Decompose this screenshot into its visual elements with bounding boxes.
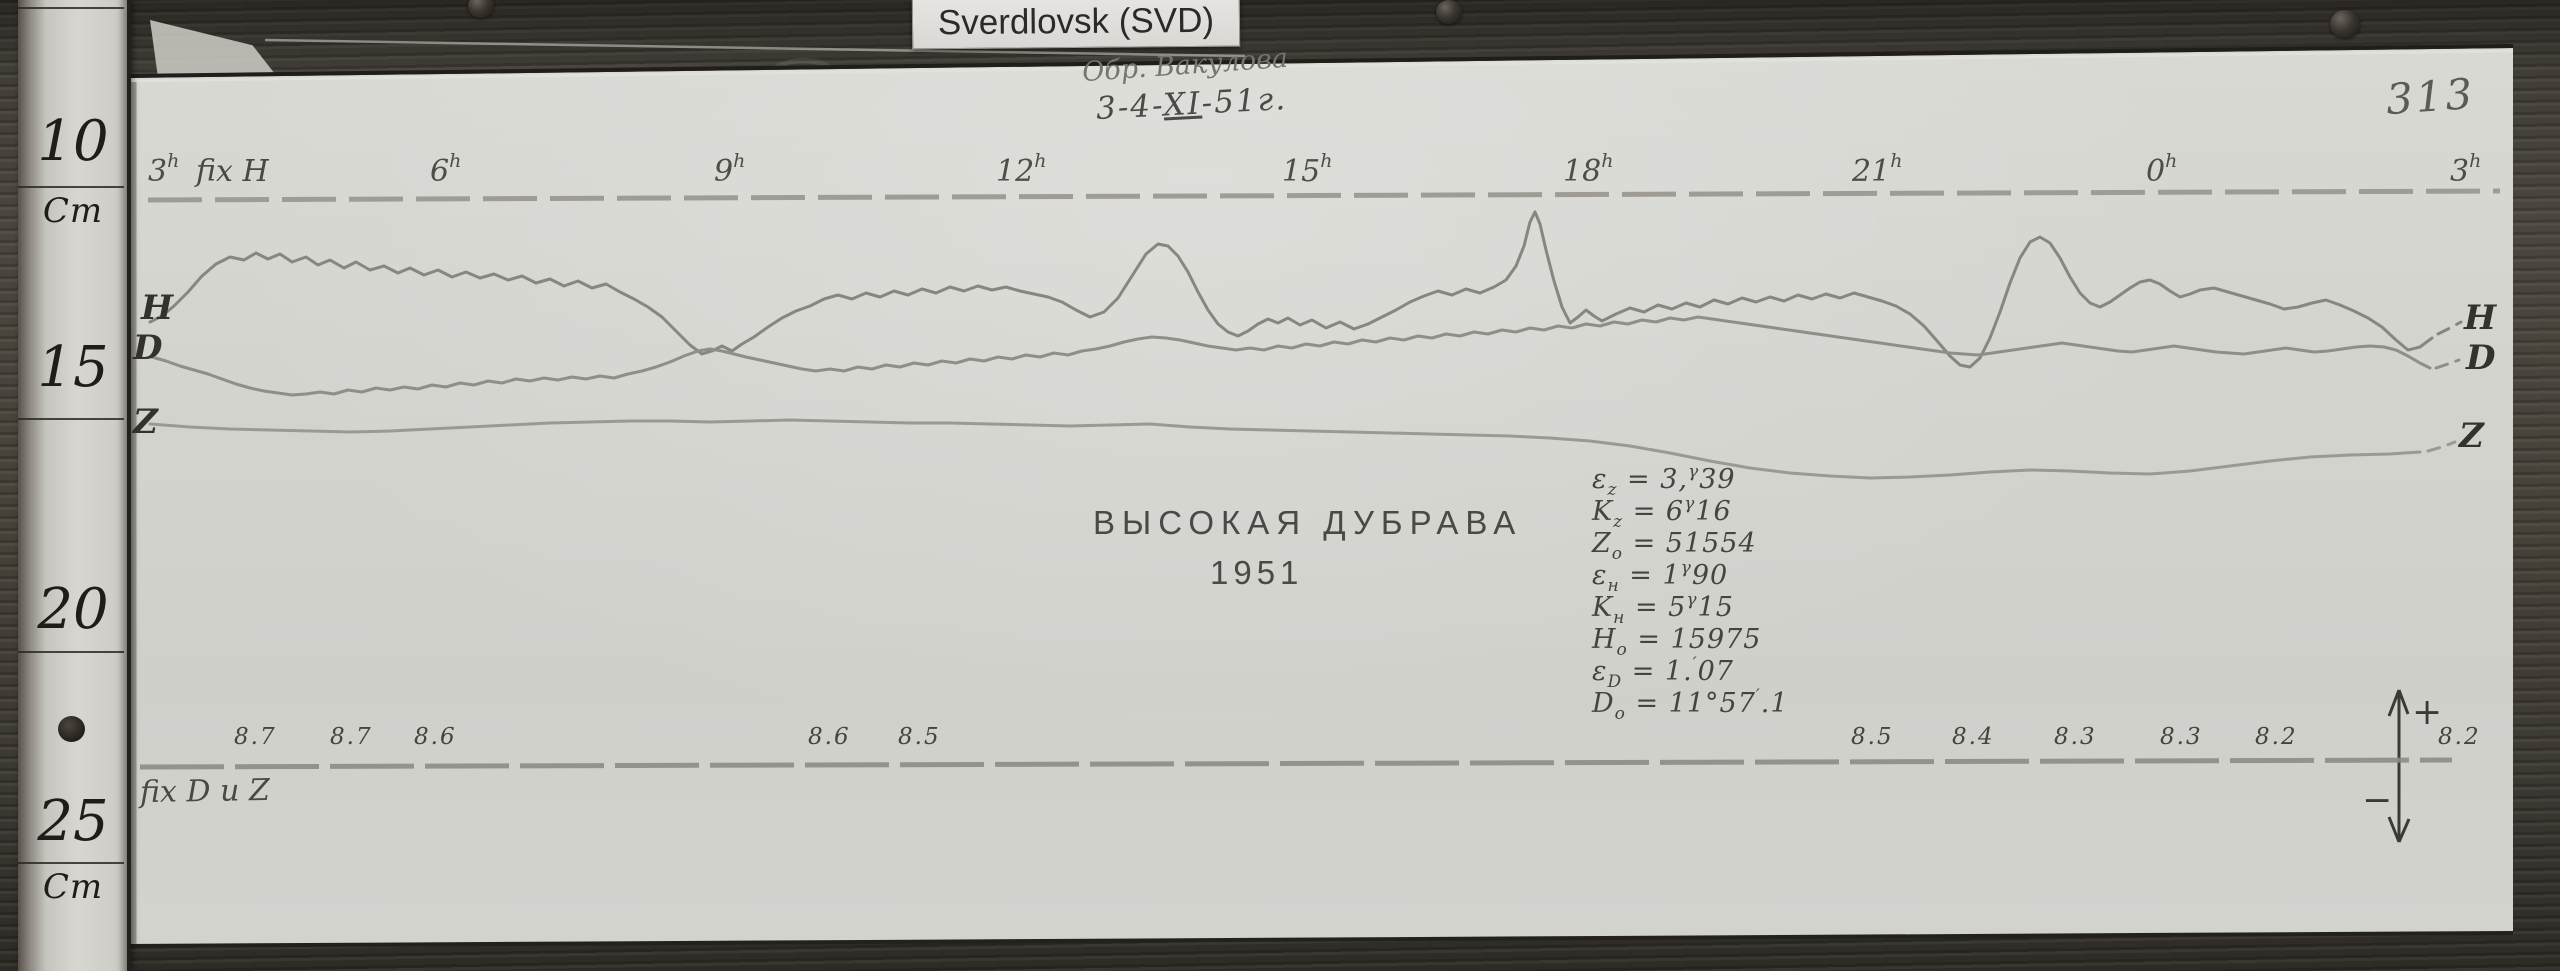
date-pre: 3-4- bbox=[1095, 87, 1165, 127]
annotation-line: Ho = 15975 bbox=[1592, 624, 1762, 660]
paper-bottom-edge bbox=[126, 931, 2514, 948]
trace-Z-lead bbox=[2426, 440, 2457, 453]
hour-label: 3h bbox=[148, 150, 180, 189]
annotation-line: Do = 11°57′.1 bbox=[1592, 686, 1789, 724]
trace-D-lead bbox=[2434, 358, 2461, 370]
station-name: ВЫСОКАЯ ДУБРАВА bbox=[1093, 504, 1523, 541]
paper-top-edge bbox=[126, 44, 2514, 78]
hour-label: 6h bbox=[430, 150, 462, 189]
sheet-number: 313 bbox=[2384, 68, 2477, 125]
paper-top-highlight bbox=[126, 49, 2514, 83]
trace-group bbox=[139, 188, 2501, 770]
annotation-line: Kz = 6γ16 bbox=[1592, 494, 1732, 532]
hour-label: 9h bbox=[714, 150, 746, 189]
baseline-fix-DZ bbox=[139, 757, 2453, 770]
hour-label: 21h bbox=[1852, 150, 1903, 189]
plus-sign: + bbox=[2412, 692, 2443, 733]
trace-H bbox=[148, 210, 2434, 369]
annotation-line: εz = 3,γ39 bbox=[1592, 462, 1736, 500]
trace-H-lead bbox=[2436, 320, 2463, 336]
ruler-mark: Cm bbox=[42, 867, 104, 907]
minus-sign: − bbox=[2362, 780, 2393, 821]
trace-label-H: H bbox=[141, 288, 174, 328]
hour-label: 3h bbox=[2450, 150, 2482, 189]
baseline-value: 8.4 bbox=[1952, 724, 1995, 750]
baseline-fix-H bbox=[147, 188, 2501, 203]
station-code-text: Sverdlovsk (SVD) bbox=[937, 0, 1215, 42]
trace-Z bbox=[148, 418, 2422, 480]
ruler-tick-line bbox=[18, 418, 124, 420]
ruler-tick-line bbox=[18, 186, 124, 188]
trace-label-Z: Z bbox=[133, 402, 158, 442]
baseline-value: 8.5 bbox=[1851, 724, 1894, 750]
fix-dz-label: fix D и Z bbox=[139, 772, 271, 811]
ruler bbox=[18, 0, 131, 971]
fix-h-label: fix H bbox=[196, 154, 269, 189]
trace-D bbox=[150, 315, 2432, 397]
ruler-mark: 25 bbox=[37, 789, 109, 854]
screw-head bbox=[1436, 0, 1462, 24]
date-post: -51г. bbox=[1200, 81, 1288, 122]
trace-label-Z: Z bbox=[2459, 416, 2484, 456]
ruler-mark: 15 bbox=[37, 335, 109, 400]
station-code-label: Sverdlovsk (SVD) bbox=[911, 0, 1241, 50]
annotation-line: Zo = 51554 bbox=[1592, 528, 1757, 564]
ruler-mark: Cm bbox=[42, 191, 104, 231]
trace-label-H: H bbox=[2464, 298, 2497, 338]
ruler-tick-line bbox=[18, 862, 124, 864]
hour-label: 18h bbox=[1563, 150, 1614, 189]
baseline-value: 8.3 bbox=[2054, 724, 2097, 750]
ruler-tick-line bbox=[18, 7, 124, 9]
baseline-value: 8.2 bbox=[2438, 724, 2481, 750]
baseline-value: 8.6 bbox=[808, 724, 851, 750]
trace-label-D: D bbox=[133, 328, 163, 368]
screw-head bbox=[468, 0, 494, 18]
baseline-value: 8.2 bbox=[2255, 724, 2298, 750]
hour-label: 0h bbox=[2146, 150, 2178, 189]
baseline-value: 8.7 bbox=[234, 724, 277, 750]
annotation-line: εD = 1.′07 bbox=[1592, 654, 1734, 692]
hour-label: 15h bbox=[1282, 150, 1333, 189]
trace-label-D: D bbox=[2466, 338, 2496, 378]
annotation-line: Kн = 5γ15 bbox=[1592, 590, 1734, 628]
hour-label: 12h bbox=[996, 150, 1047, 189]
ruler-tick-line bbox=[18, 651, 124, 653]
baseline-value: 8.7 bbox=[330, 724, 373, 750]
ruler-mark: 10 bbox=[37, 109, 109, 174]
station-year: 1951 bbox=[1210, 554, 1304, 591]
ruler-mark: 20 bbox=[37, 577, 109, 642]
date-month-roman: XI bbox=[1162, 85, 1203, 124]
baseline-value: 8.5 bbox=[898, 724, 941, 750]
screw-head bbox=[2330, 10, 2360, 38]
baseline-value: 8.6 bbox=[414, 724, 457, 750]
thread-line bbox=[264, 38, 1246, 58]
ruler-ink-dot bbox=[58, 716, 85, 742]
baseline-value: 8.3 bbox=[2160, 724, 2203, 750]
annotation-line: εн = 1γ90 bbox=[1592, 558, 1729, 596]
polarity-arrow bbox=[2387, 689, 2411, 843]
